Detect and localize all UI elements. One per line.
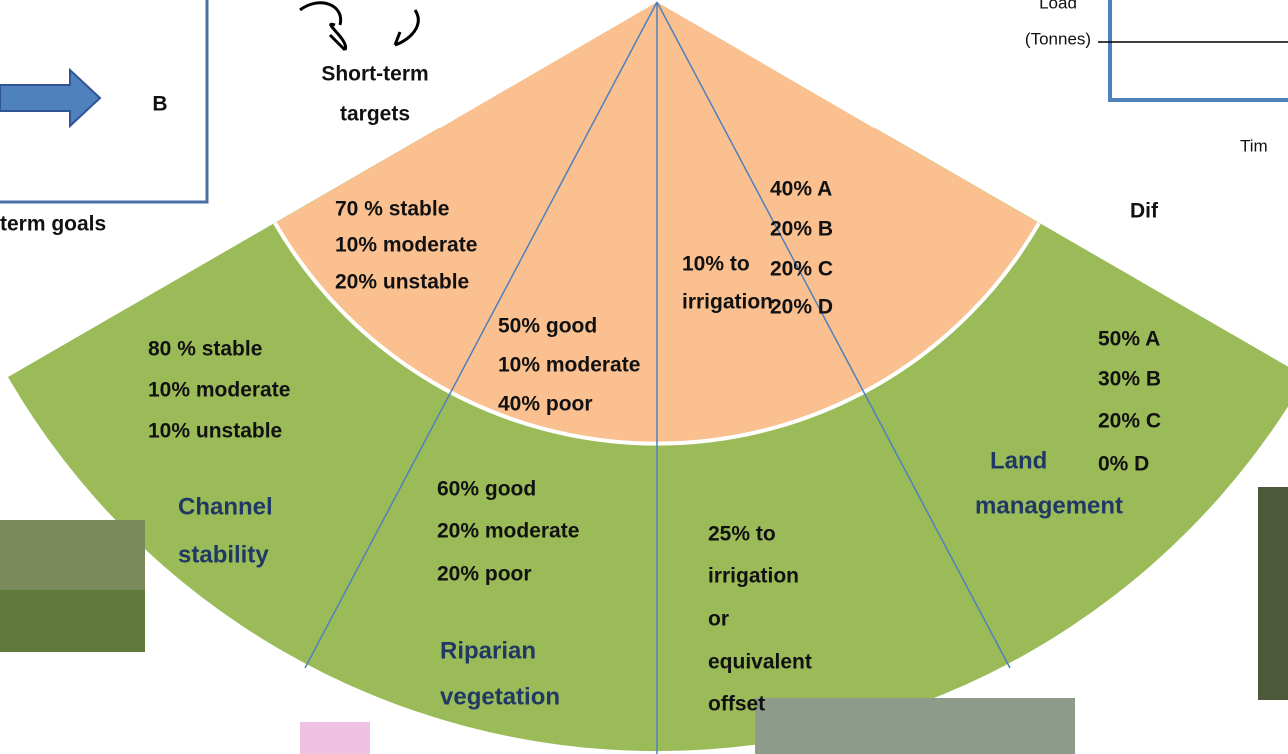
target-text: 10% moderate (498, 354, 640, 377)
goal-text: or (708, 608, 729, 631)
goal-caption: term goals (0, 213, 106, 236)
center-title: Short-term (321, 63, 428, 86)
goal-text: 0% D (1098, 453, 1149, 476)
goal-text: 25% to (708, 523, 776, 546)
axis-label: Tim (1240, 136, 1268, 155)
goal-text: 10% moderate (148, 379, 290, 402)
load-box (1110, 0, 1288, 100)
target-text: 10% to (682, 253, 750, 276)
photo-channel-grass (0, 590, 145, 652)
axis-label: (Tonnes) (1025, 29, 1091, 48)
goal-text: 30% B (1098, 368, 1161, 391)
target-text: 10% moderate (335, 234, 477, 257)
goal-text: 20% moderate (437, 520, 579, 543)
photo-irrigation (755, 698, 1075, 754)
heading: Dif (1130, 200, 1159, 223)
axis-label: Load (1039, 0, 1077, 12)
goal-text: 50% A (1098, 328, 1160, 351)
goal-text: offset (708, 693, 765, 716)
goal-text: 20% C (1098, 410, 1161, 433)
target-text: irrigation (682, 291, 773, 314)
target-text: 20% C (770, 258, 833, 281)
goal-text: irrigation (708, 565, 799, 588)
target-text: 20% D (770, 296, 833, 319)
goal-text: 20% poor (437, 563, 532, 586)
goal-letter: B (152, 93, 167, 116)
photo-land (1258, 487, 1288, 700)
target-text: 40% poor (498, 393, 593, 416)
slide: Bterm goals Load (Tonnes) Tim Dif Short-term t… (0, 0, 1288, 754)
target-text: 70 % stable (335, 198, 449, 221)
target-text: 20% unstable (335, 271, 469, 294)
goal-text: 60% good (437, 478, 536, 501)
sector-label: management (975, 492, 1123, 519)
goal-text: equivalent (708, 651, 812, 674)
target-text: 20% B (770, 218, 833, 241)
sector-label: stability (178, 541, 269, 568)
target-text: 50% good (498, 315, 597, 338)
center-title: targets (340, 103, 410, 126)
sector-label: Land (990, 447, 1047, 474)
target-text: 40% A (770, 178, 832, 201)
goal-text: 10% unstable (148, 420, 282, 443)
catchment-map (300, 722, 370, 754)
sector-label: Riparian (440, 637, 536, 664)
sector-label: Channel (178, 493, 273, 520)
sector-label: vegetation (440, 683, 560, 710)
goal-text: 80 % stable (148, 338, 262, 361)
